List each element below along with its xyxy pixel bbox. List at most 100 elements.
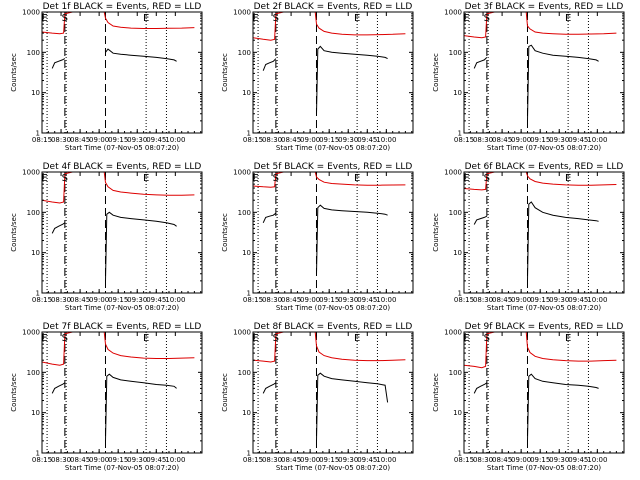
x-axis-label: Start Time (07-Nov-05 08:07:20) bbox=[65, 464, 179, 472]
events-series-line bbox=[51, 382, 66, 394]
y-tick-label: 1000 bbox=[22, 9, 40, 17]
region-marker: E bbox=[143, 173, 149, 184]
x-tick-label: 08:45 bbox=[281, 296, 301, 304]
x-tick-label: 08:30 bbox=[262, 456, 282, 464]
x-tick-label: 09:00 bbox=[89, 136, 109, 144]
region-marker: E bbox=[463, 173, 469, 184]
x-tick-label: 08:15 bbox=[243, 456, 263, 464]
events-series-line bbox=[51, 58, 66, 69]
y-tick-label: 1000 bbox=[444, 9, 462, 17]
panel-title: Det 6f BLACK = Events, RED = LLD bbox=[465, 162, 624, 172]
lld-series-line bbox=[42, 332, 195, 366]
lld-series-line bbox=[42, 172, 195, 204]
x-tick-label: 10:00 bbox=[587, 136, 607, 144]
events-series-line bbox=[316, 372, 389, 441]
x-axis-label: Start Time (07-Nov-05 08:07:20) bbox=[276, 464, 390, 472]
region-marker: S bbox=[273, 173, 279, 184]
events-series-line bbox=[262, 58, 277, 71]
panel-title: Det 8f BLACK = Events, RED = LLD bbox=[254, 322, 413, 332]
x-tick-label: 10:00 bbox=[376, 136, 396, 144]
y-tick-label: 10 bbox=[453, 249, 462, 257]
y-tick-label: 10 bbox=[242, 249, 251, 257]
x-tick-label: 08:15 bbox=[32, 296, 52, 304]
x-tick-label: 09:15 bbox=[530, 296, 550, 304]
x-tick-label: 08:30 bbox=[473, 456, 493, 464]
x-tick-label: 10:00 bbox=[165, 136, 185, 144]
x-tick-label: 09:45 bbox=[568, 296, 588, 304]
region-marker: E bbox=[565, 13, 571, 24]
panel-title: Det 4f BLACK = Events, RED = LLD bbox=[43, 162, 202, 172]
x-axis-label: Start Time (07-Nov-05 08:07:20) bbox=[276, 144, 390, 152]
region-marker: S bbox=[273, 333, 279, 344]
x-tick-label: 09:30 bbox=[127, 456, 147, 464]
y-tick-label: 10 bbox=[31, 89, 40, 97]
lld-series-line bbox=[42, 12, 195, 35]
x-tick-label: 09:00 bbox=[89, 296, 109, 304]
x-tick-label: 08:45 bbox=[70, 136, 90, 144]
x-tick-label: 09:00 bbox=[511, 456, 531, 464]
y-axis-label: Counts/sec bbox=[10, 53, 18, 92]
x-tick-label: 09:30 bbox=[338, 136, 358, 144]
x-tick-label: 08:45 bbox=[281, 456, 301, 464]
x-tick-label: 09:45 bbox=[146, 456, 166, 464]
y-tick-label: 100 bbox=[27, 209, 40, 217]
x-tick-label: 09:15 bbox=[530, 136, 550, 144]
x-tick-label: 09:15 bbox=[319, 136, 339, 144]
x-tick-label: 09:15 bbox=[108, 296, 128, 304]
plot-frame bbox=[252, 331, 414, 454]
x-tick-label: 08:15 bbox=[243, 296, 263, 304]
x-tick-label: 10:00 bbox=[165, 296, 185, 304]
x-tick-label: 08:15 bbox=[243, 136, 263, 144]
region-marker: S bbox=[484, 333, 490, 344]
x-tick-label: 08:30 bbox=[473, 136, 493, 144]
y-tick-label: 1 bbox=[458, 290, 462, 298]
x-tick-label: 08:45 bbox=[492, 296, 512, 304]
x-tick-label: 08:45 bbox=[492, 456, 512, 464]
events-series-line bbox=[105, 48, 177, 62]
x-tick-label: 09:45 bbox=[357, 456, 377, 464]
x-tick-label: 09:45 bbox=[568, 136, 588, 144]
x-axis-label: Start Time (07-Nov-05 08:07:20) bbox=[487, 144, 601, 152]
y-tick-label: 1000 bbox=[444, 329, 462, 337]
y-tick-label: 1 bbox=[247, 130, 251, 138]
y-tick-label: 1000 bbox=[233, 169, 251, 177]
x-tick-label: 09:15 bbox=[108, 456, 128, 464]
panel-title: Det 7f BLACK = Events, RED = LLD bbox=[43, 322, 202, 332]
plot-frame bbox=[41, 11, 203, 134]
panel-title: Det 1f BLACK = Events, RED = LLD bbox=[43, 2, 202, 12]
x-tick-label: 08:45 bbox=[70, 456, 90, 464]
x-tick-label: 09:45 bbox=[568, 456, 588, 464]
lld-series-line bbox=[464, 172, 617, 191]
region-marker: E bbox=[143, 333, 149, 344]
x-tick-label: 09:00 bbox=[300, 136, 320, 144]
events-series-line bbox=[527, 44, 599, 121]
x-tick-label: 08:30 bbox=[262, 296, 282, 304]
x-tick-label: 09:15 bbox=[319, 296, 339, 304]
y-tick-label: 1 bbox=[36, 290, 40, 298]
x-tick-label: 08:30 bbox=[262, 136, 282, 144]
events-series-line bbox=[262, 382, 277, 394]
y-tick-label: 100 bbox=[449, 49, 462, 57]
region-marker: S bbox=[484, 13, 490, 24]
x-tick-label: 10:00 bbox=[587, 296, 607, 304]
y-tick-label: 100 bbox=[238, 369, 251, 377]
lld-series-line bbox=[253, 172, 406, 188]
plot-frame bbox=[463, 171, 625, 294]
x-tick-label: 09:45 bbox=[146, 296, 166, 304]
plot-frame bbox=[41, 171, 203, 294]
plot-frame bbox=[252, 171, 414, 294]
x-tick-label: 09:15 bbox=[530, 456, 550, 464]
plot-frame bbox=[41, 331, 203, 454]
x-tick-label: 08:15 bbox=[32, 136, 52, 144]
x-tick-label: 08:15 bbox=[454, 296, 474, 304]
x-tick-label: 08:45 bbox=[70, 296, 90, 304]
events-series-line bbox=[105, 211, 177, 281]
x-tick-label: 08:30 bbox=[51, 136, 71, 144]
region-marker: E bbox=[463, 13, 469, 24]
region-marker: E bbox=[252, 173, 258, 184]
panel-title: Det 9f BLACK = Events, RED = LLD bbox=[465, 322, 624, 332]
